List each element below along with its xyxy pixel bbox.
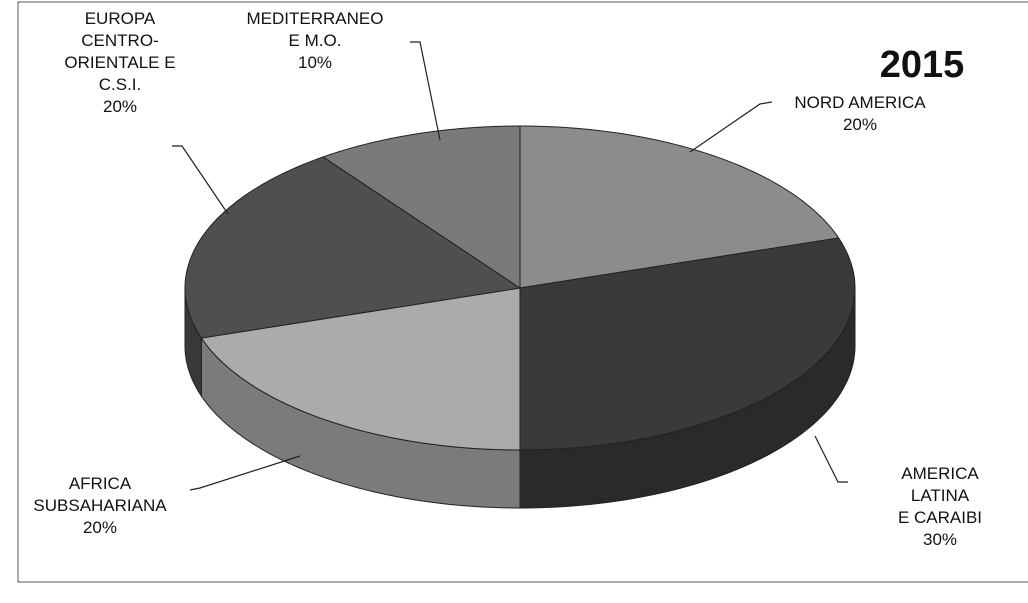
slice bbox=[184, 156, 522, 339]
leader-line bbox=[189, 455, 301, 491]
value-label: 20% bbox=[842, 115, 878, 134]
data-label: EUROPA CENTRO- ORIENTALE E C.S.I. 20% bbox=[64, 8, 175, 118]
value-label: 30% bbox=[922, 530, 958, 549]
data-label: AFRICA SUBSAHARIANA 20% bbox=[33, 473, 166, 539]
leader-line bbox=[172, 145, 229, 215]
data-label: MEDITERRANEO E M.O. 10% bbox=[247, 8, 384, 74]
leader-line bbox=[814, 435, 848, 483]
slice bbox=[519, 237, 856, 451]
category-label: AFRICA SUBSAHARIANA bbox=[33, 474, 167, 515]
category-label: EUROPA CENTRO- ORIENTALE E C.S.I. bbox=[64, 9, 176, 94]
slice bbox=[321, 125, 521, 289]
category-label: NORD AMERICA bbox=[794, 93, 926, 112]
slice bbox=[519, 125, 840, 289]
value-label: 10% bbox=[297, 53, 333, 72]
chart-title: 2015 bbox=[879, 44, 965, 86]
leader-line bbox=[410, 41, 441, 141]
value-label: 20% bbox=[82, 518, 118, 537]
chart-border bbox=[17, 1, 1028, 583]
category-label: MEDITERRANEO E M.O. bbox=[246, 9, 384, 50]
slice bbox=[200, 287, 521, 451]
value-label: 20% bbox=[102, 97, 138, 116]
category-label: AMERICA LATINA E CARAIBI bbox=[897, 464, 983, 527]
leader-line bbox=[689, 101, 773, 153]
data-label: AMERICA LATINA E CARAIBI 30% bbox=[896, 463, 984, 551]
data-label: NORD AMERICA 20% bbox=[794, 92, 925, 136]
